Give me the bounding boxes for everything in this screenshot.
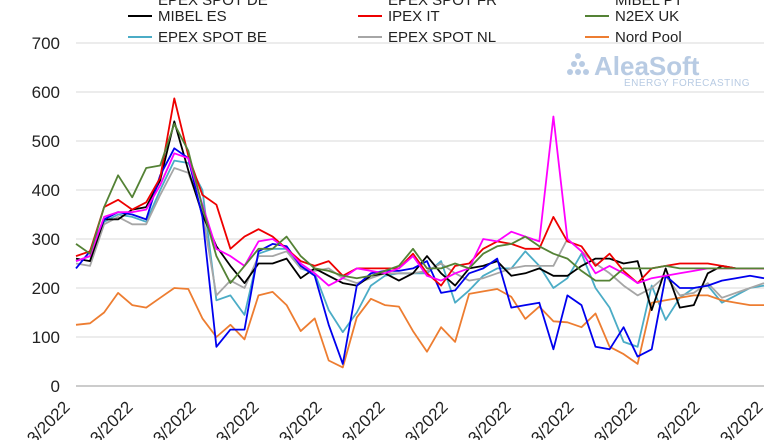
legend-label: IPEX IT	[388, 8, 440, 25]
y-tick-label: 200	[32, 279, 60, 298]
x-tick-label: 3/2022	[464, 398, 514, 440]
legend-partial-row: EPEX SPOT DE EPEX SPOT FR MIBEL PT	[158, 0, 683, 9]
x-tick-labels: 3/2022 3/2022 3/2022 3/2022 3/2022 3/2022 3/20…	[23, 398, 766, 440]
legend-label-mibel-pt: MIBEL PT	[615, 0, 683, 9]
y-tick-label: 500	[32, 132, 60, 151]
watermark-tagline: ENERGY FORECASTING	[624, 78, 750, 89]
x-tick-label: 3/2022	[590, 398, 640, 440]
series-line-n2ex-uk	[75, 123, 764, 285]
series-line-epex-spot-nl	[75, 167, 765, 299]
y-tick-label: 400	[32, 181, 60, 200]
series-line-mibel-es	[75, 120, 764, 312]
series-line-nord-pool	[75, 287, 764, 369]
y-tick-label: 700	[32, 34, 60, 53]
legend: MIBEL ES IPEX IT N2EX UK EPEX SPOT BE EPEX S…	[128, 8, 682, 46]
aleasoft-logo-icon	[567, 53, 589, 75]
series-line-mibel-pt	[75, 147, 765, 365]
legend-label: N2EX UK	[615, 8, 679, 25]
legend-label-epex-spot-de: EPEX SPOT DE	[158, 0, 268, 9]
legend-label: Nord Pool	[615, 29, 682, 46]
x-tick-label: 3/2022	[401, 398, 451, 440]
x-tick-label: 3/2022	[338, 398, 388, 440]
y-tick-labels: 0 100 200 300 400 500 600 700	[32, 34, 60, 396]
legend-label-epex-spot-fr: EPEX SPOT FR	[388, 0, 497, 9]
legend-label: EPEX SPOT NL	[388, 29, 496, 46]
y-gridlines	[76, 42, 764, 387]
y-tick-label: 600	[32, 83, 60, 102]
legend-label: MIBEL ES	[158, 8, 227, 25]
x-tick-label: 3/2022	[86, 398, 136, 440]
y-tick-label: 100	[32, 328, 60, 347]
series-line-epex-spot-be	[75, 159, 765, 348]
aleasoft-watermark: AleaSoft ENERGY FORECASTING	[567, 51, 750, 89]
watermark-brand: AleaSoft	[594, 51, 700, 81]
series-line-epex-spot-fr	[75, 115, 764, 287]
x-tick-label: 3/2022	[275, 398, 325, 440]
y-tick-label: 300	[32, 230, 60, 249]
legend-label: EPEX SPOT BE	[158, 29, 267, 46]
x-tick-label: 3/2022	[149, 398, 199, 440]
series-lines	[75, 97, 765, 369]
x-tick-label: 3/2022	[527, 398, 577, 440]
x-tick-label: 3/2022	[212, 398, 262, 440]
x-tick-label: 3/2022	[23, 398, 73, 440]
y-tick-label: 0	[51, 377, 60, 396]
x-tick-label: 3/2022	[653, 398, 703, 440]
x-tick-label: 3/2022	[716, 398, 766, 440]
